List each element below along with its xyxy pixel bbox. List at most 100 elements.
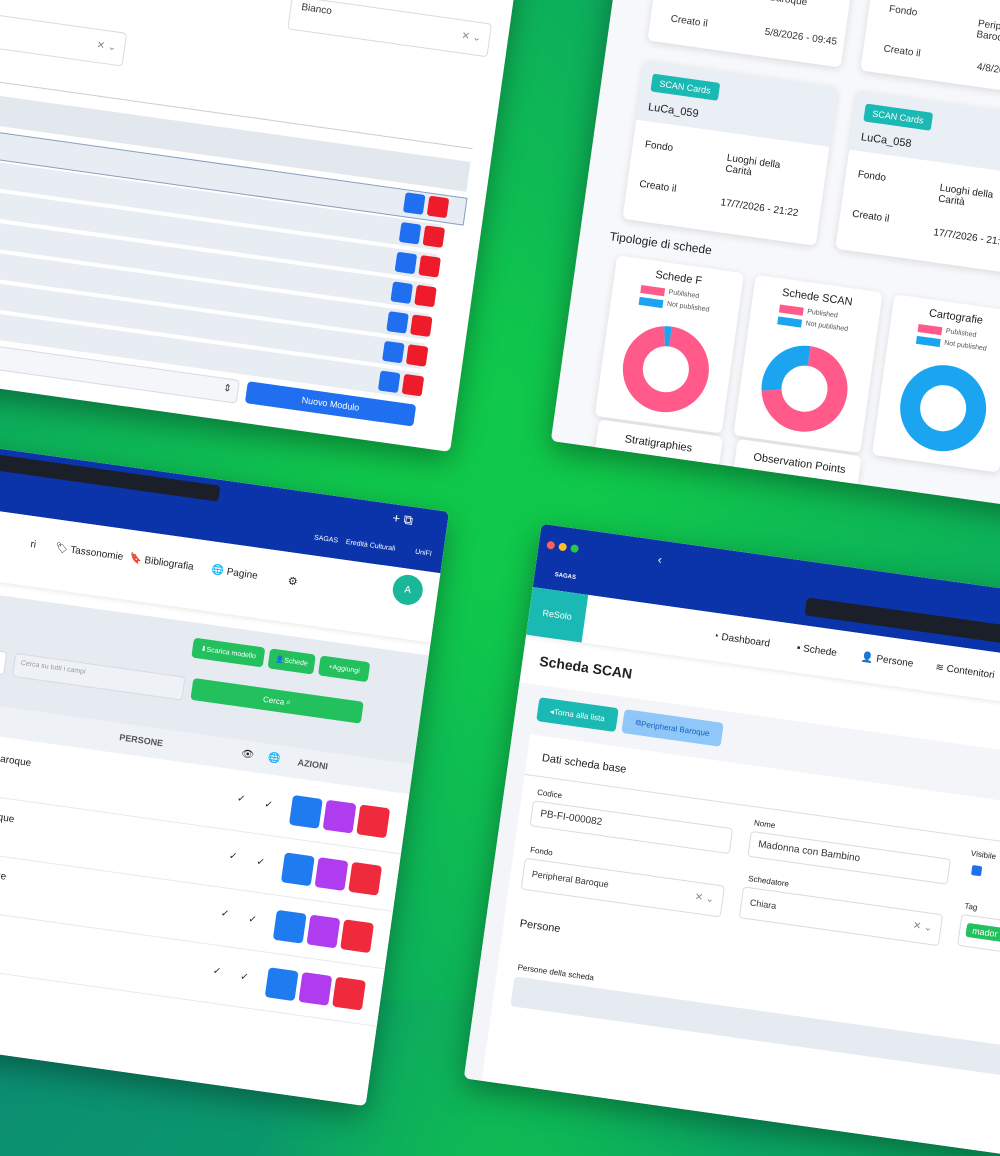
section-name: Stratigraphies	[623, 433, 693, 455]
select-icons: ✕ ⌄	[460, 30, 482, 45]
delete-button[interactable]	[348, 861, 383, 896]
nav-item[interactable]: 🏷 Tassonomie	[54, 542, 124, 563]
chart-card: Schede SCAN Published Not published	[733, 274, 883, 454]
window-icons[interactable]: + ⧉	[391, 510, 415, 528]
nav-item[interactable]: ▪ Schede	[796, 642, 838, 660]
input-value: PB-FI-000082	[539, 808, 603, 828]
page-title: Scheda SCAN	[538, 652, 634, 682]
copy-button[interactable]	[306, 914, 341, 949]
delete-button[interactable]	[426, 195, 450, 219]
legend-label: Published	[668, 288, 700, 301]
donut-segment	[761, 345, 848, 432]
nav-label: Schede	[802, 643, 838, 660]
edit-button[interactable]	[264, 967, 299, 1002]
settings-icon[interactable]: ⚙	[286, 575, 299, 589]
edit-button[interactable]	[280, 852, 315, 887]
nav-item[interactable]: 🔖 Bibliografia	[128, 552, 195, 573]
check: ✓	[220, 908, 230, 921]
column-header: PERSONE	[118, 732, 164, 749]
legend-swatch	[917, 323, 943, 336]
nav-item[interactable]: 🌐 Pagine	[210, 564, 259, 582]
select-icons: ✕ ⌄	[693, 891, 715, 906]
fondo: Luoghi della Carità	[724, 152, 782, 179]
copy-button[interactable]	[298, 971, 333, 1006]
visible-checkbox[interactable]	[970, 865, 983, 877]
check: ✓	[263, 799, 274, 812]
edit-button[interactable]	[382, 340, 405, 364]
nav-label: Tassonomie	[69, 544, 124, 563]
edit-button[interactable]	[390, 281, 413, 304]
legend-swatch	[777, 316, 803, 328]
delete-button[interactable]	[356, 804, 391, 839]
button-label: Peripheral Baroque	[640, 719, 711, 738]
check: ✓	[236, 793, 247, 806]
edit-button[interactable]	[288, 794, 323, 829]
check: ✓	[212, 965, 222, 978]
legend-label: Not published	[666, 300, 710, 314]
copy-button[interactable]	[314, 857, 349, 891]
fondo: Luoghi della Carità	[937, 182, 994, 209]
delete-button[interactable]	[422, 225, 446, 248]
edit-button[interactable]	[272, 909, 307, 944]
chart-title: Schede SCAN	[781, 286, 854, 309]
delete-button[interactable]	[332, 976, 366, 1011]
tag[interactable]: mador	[965, 922, 1000, 942]
nav-item[interactable]: ◔ Dashboard	[711, 630, 771, 650]
select-icons: ✕ ⌄	[95, 39, 117, 54]
field-label: Tag	[964, 901, 979, 913]
delete-button[interactable]	[340, 919, 375, 954]
brand[interactable]: ReSolo	[526, 587, 589, 643]
delete-button[interactable]	[401, 373, 425, 397]
delete-button[interactable]	[414, 284, 437, 308]
column-header: AZIONI	[297, 757, 329, 772]
fondo-label: Fondo	[888, 3, 918, 19]
delete-button[interactable]	[405, 344, 429, 367]
donut-segment	[622, 326, 709, 413]
list-window: + ⧉ SAGAS Eredità Culturali UniFI ri 🏷 T…	[0, 433, 450, 1107]
nav-label: Persone	[875, 653, 914, 670]
select[interactable]: Bianco ✕ ⌄	[287, 0, 493, 58]
check: ✓	[247, 913, 258, 927]
created-label: Creato il	[638, 178, 678, 195]
nav-label: Dashboard	[720, 631, 771, 650]
row-text: oque	[0, 811, 15, 826]
chart-card: Cartografie Published Not published	[871, 294, 1000, 473]
nav-item[interactable]: 👤 Persone	[860, 651, 914, 670]
section-name: Observation Points	[752, 451, 847, 477]
edit-button[interactable]	[402, 192, 426, 215]
select-value: Peripheral Baroque	[531, 868, 610, 890]
select[interactable]: ✕ ⌄	[0, 4, 128, 67]
edit-button[interactable]	[394, 251, 418, 275]
legend-swatch	[778, 304, 804, 316]
nav-item[interactable]: ri	[29, 538, 37, 551]
copy-button[interactable]	[322, 799, 357, 834]
edit-button[interactable]	[398, 221, 422, 245]
web-icon: 🌐	[267, 752, 282, 765]
created-label: Creato il	[669, 13, 709, 30]
avatar[interactable]: A	[390, 572, 425, 607]
delete-button[interactable]	[418, 255, 441, 278]
donut	[622, 326, 709, 413]
edit-button[interactable]	[377, 370, 401, 394]
nav-item[interactable]: ≋ Contenitori	[934, 662, 996, 682]
dashboard-window: Baroque Creato il 5/8/2026 - 09:45 Fondo…	[550, 0, 1000, 514]
edit-button[interactable]	[386, 311, 409, 334]
nav-label: Pagine	[225, 566, 259, 582]
nav-label: Bibliografia	[143, 555, 195, 573]
created: 4/8/2026 - 0	[976, 61, 1000, 80]
donut	[900, 365, 987, 452]
created: 5/8/2026 - 09:45	[763, 26, 838, 48]
select-icons: ✕ ⌄	[912, 920, 933, 934]
fondo-label: Fondo	[644, 139, 674, 155]
legend-label: Published	[945, 327, 977, 340]
detail-window: ‹ SAGAS ReSolo ◔ Dashboard ▪ Schede 👤 Pe…	[463, 523, 1000, 1156]
delete-button[interactable]	[409, 314, 433, 338]
recent-card: Baroque Creato il 5/8/2026 - 09:45	[647, 0, 859, 68]
created: 17/7/2026 - 21:22	[932, 227, 1000, 249]
legend-swatch	[915, 335, 941, 348]
fondo: Peripheral Baroque	[975, 18, 1000, 46]
form-window: ✕ ⌄ Bianco ✕ ⌄ ⇕ Nuovo Modulo	[0, 0, 524, 452]
scan-card: SCAN Cards LuCa_058 Fondo Luoghi della Cari…	[835, 90, 1000, 276]
